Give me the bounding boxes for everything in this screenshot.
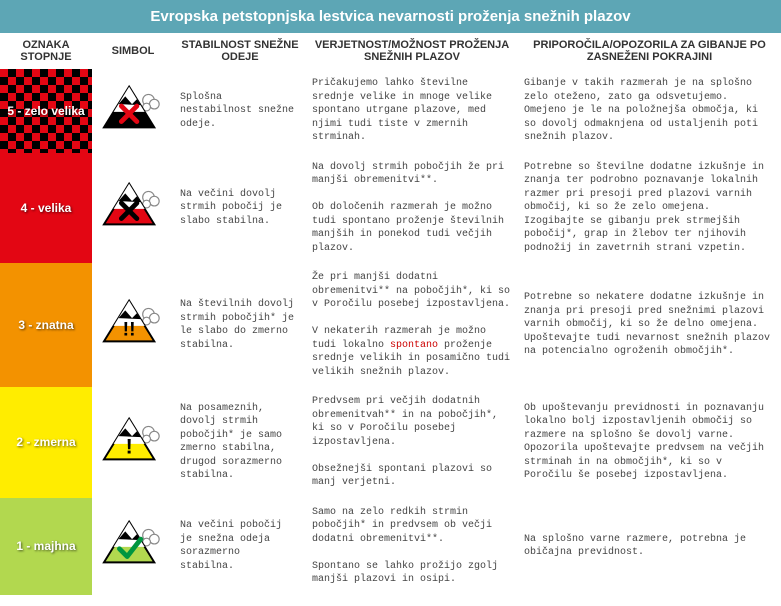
advice-text: Potrebne so številne dodatne izkušnje in… <box>518 153 781 264</box>
hazard-symbol-icon <box>92 69 174 153</box>
likelihood-text: Pričakujemo lahko številne srednje velik… <box>306 69 518 153</box>
col-header-likely: VERJETNOST/MOŽNOST PROŽENJA SNEŽNIH PLAZ… <box>306 33 518 69</box>
col-header-stability: STABILNOST SNEŽNE ODEJE <box>174 33 306 69</box>
stability-text: Na večini dovolj strmih pobočij je slabo… <box>174 153 306 264</box>
col-header-level: OZNAKA STOPNJE <box>0 33 92 69</box>
table-row: 5 - zelo velika Splošna nestabilnost sne… <box>0 69 781 153</box>
col-header-advice: PRIPOROČILA/OPOZORILA ZA GIBANJE PO ZASN… <box>518 33 781 69</box>
page-title: Evropska petstopnjska lestvica nevarnost… <box>0 0 781 33</box>
table-header-row: OZNAKA STOPNJE SIMBOL STABILNOST SNEŽNE … <box>0 33 781 69</box>
avalanche-scale-table: OZNAKA STOPNJE SIMBOL STABILNOST SNEŽNE … <box>0 33 781 595</box>
advice-text: Ob upoštevanju previdnosti in poznavanju… <box>518 387 781 498</box>
table-row: 3 - znatna !! Na številnih dovolj strmih… <box>0 263 781 387</box>
table-row: 1 - majhna Na večini pobočij je snežna o… <box>0 498 781 595</box>
hazard-symbol-icon <box>92 153 174 264</box>
hazard-symbol-icon: !! <box>92 263 174 387</box>
stability-text: Na številnih dovolj strmih pobočjih* je … <box>174 263 306 387</box>
level-label: 5 - zelo velika <box>0 69 92 153</box>
svg-text:!: ! <box>126 434 133 458</box>
stability-text: Na večini pobočij je snežna odeja sorazm… <box>174 498 306 595</box>
advice-text: Gibanje v takih razmerah je na splošno z… <box>518 69 781 153</box>
table-row: 4 - velika Na večini dovolj strmih poboč… <box>0 153 781 264</box>
advice-text: Potrebne so nekatere dodatne izkušnje in… <box>518 263 781 387</box>
likelihood-text: Že pri manjši dodatni obremenitvi** na p… <box>306 263 518 387</box>
advice-text: Na splošno varne razmere, potrebna je ob… <box>518 498 781 595</box>
level-label: 3 - znatna <box>0 263 92 387</box>
likelihood-text: Na dovolj strmih pobočjih že pri manjši … <box>306 153 518 264</box>
col-header-symbol: SIMBOL <box>92 33 174 69</box>
hazard-symbol-icon <box>92 498 174 595</box>
stability-text: Na posameznih, dovolj strmih pobočjih* j… <box>174 387 306 498</box>
level-label: 4 - velika <box>0 153 92 264</box>
svg-text:!!: !! <box>123 319 136 341</box>
likelihood-text: Predvsem pri večjih dodatnih obremenitva… <box>306 387 518 498</box>
stability-text: Splošna nestabilnost snežne odeje. <box>174 69 306 153</box>
hazard-symbol-icon: ! <box>92 387 174 498</box>
level-label: 2 - zmerna <box>0 387 92 498</box>
table-row: 2 - zmerna ! Na posameznih, dovolj strmi… <box>0 387 781 498</box>
likelihood-text: Samo na zelo redkih strmin pobočjih* in … <box>306 498 518 595</box>
level-label: 1 - majhna <box>0 498 92 595</box>
